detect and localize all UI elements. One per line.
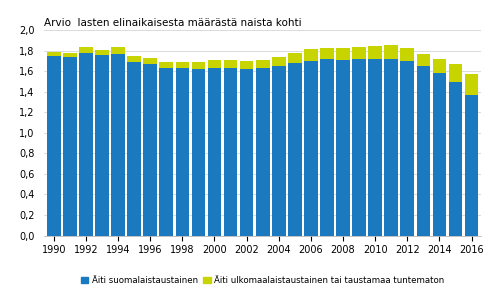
Bar [320, 48, 334, 59]
Bar [352, 59, 366, 236]
Bar [401, 61, 414, 236]
Bar [160, 62, 173, 68]
Bar [79, 47, 93, 53]
Bar [449, 64, 463, 82]
Bar [191, 69, 205, 236]
Bar [127, 56, 141, 62]
Bar [175, 68, 189, 236]
Bar [256, 68, 270, 236]
Legend: Äiti suomalaistaustainen, Äiti ulkomaalaistaustainen tai taustamaa tuntematon: Äiti suomalaistaustainen, Äiti ulkomaala… [77, 273, 448, 289]
Bar [416, 66, 430, 236]
Bar [449, 82, 463, 236]
Bar [224, 60, 237, 68]
Bar [288, 53, 301, 63]
Bar [352, 47, 366, 59]
Bar [208, 60, 221, 68]
Bar [111, 47, 125, 54]
Bar [368, 59, 382, 236]
Bar [336, 48, 350, 60]
Bar [95, 50, 109, 55]
Bar [416, 54, 430, 66]
Bar [401, 48, 414, 61]
Bar [288, 63, 301, 236]
Bar [143, 64, 157, 236]
Bar [256, 60, 270, 68]
Bar [304, 61, 318, 236]
Bar [433, 73, 446, 236]
Bar [111, 54, 125, 236]
Bar [127, 62, 141, 236]
Bar [336, 60, 350, 236]
Bar [384, 59, 398, 236]
Bar [272, 66, 286, 236]
Bar [320, 59, 334, 236]
Bar [433, 59, 446, 73]
Bar [79, 53, 93, 236]
Bar [384, 45, 398, 59]
Bar [191, 62, 205, 69]
Bar [240, 61, 253, 69]
Bar [175, 62, 189, 68]
Bar [224, 68, 237, 236]
Bar [368, 46, 382, 59]
Bar [272, 57, 286, 66]
Bar [464, 74, 478, 95]
Bar [464, 95, 478, 236]
Bar [208, 68, 221, 236]
Bar [240, 69, 253, 236]
Bar [63, 53, 77, 57]
Text: Arvio  lasten elinaikaisesta määrästä naista kohti: Arvio lasten elinaikaisesta määrästä nai… [44, 18, 302, 28]
Bar [143, 58, 157, 64]
Bar [95, 55, 109, 236]
Bar [47, 56, 61, 236]
Bar [63, 57, 77, 236]
Bar [160, 68, 173, 236]
Bar [47, 52, 61, 56]
Bar [304, 49, 318, 61]
